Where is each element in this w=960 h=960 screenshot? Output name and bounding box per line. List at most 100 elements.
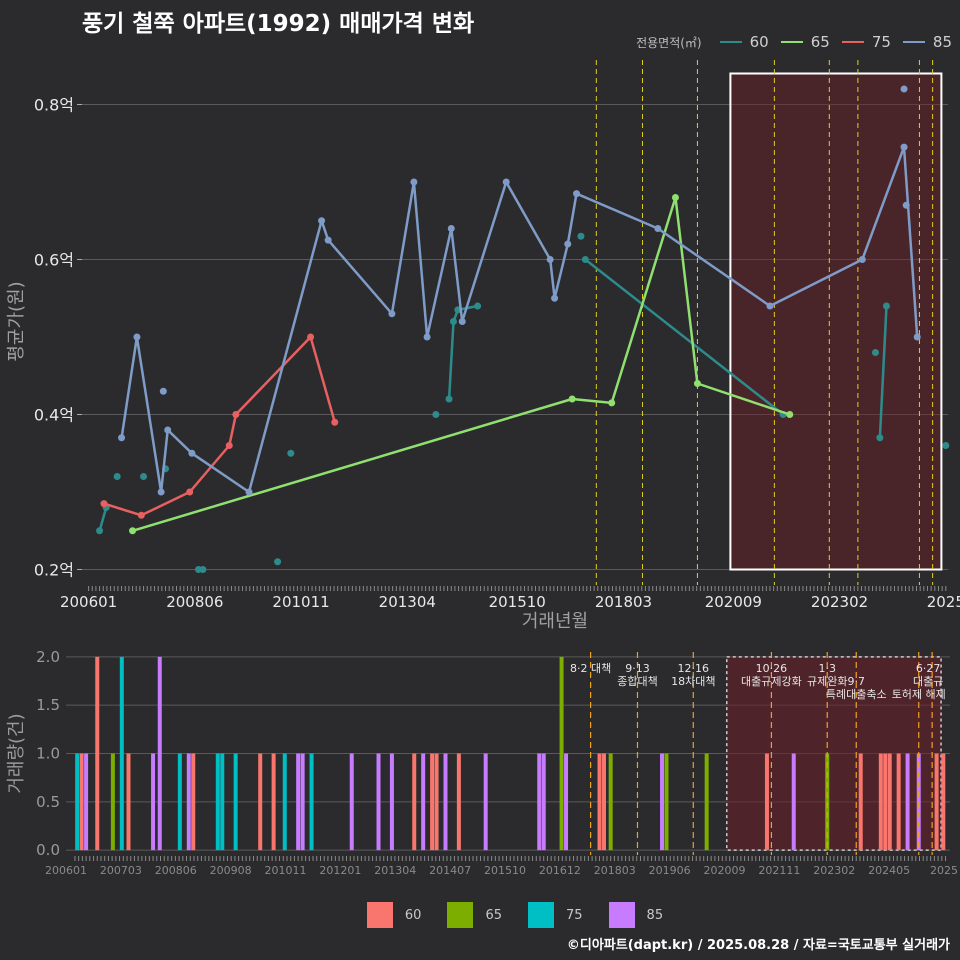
policy-annotation: 9·7 bbox=[847, 675, 865, 688]
bar-85 bbox=[660, 753, 665, 851]
bar-x-tick-label: 202405 bbox=[868, 864, 910, 877]
data-point-85 bbox=[502, 178, 510, 186]
data-point-65 bbox=[568, 395, 576, 403]
policy-annotation: 18차대책 bbox=[671, 675, 715, 688]
legend-top-title: 전용면적(㎡) bbox=[636, 35, 702, 50]
bar-x-tick-label: 201011 bbox=[265, 864, 307, 877]
bar-75 bbox=[282, 753, 287, 851]
data-point-85 bbox=[913, 333, 921, 341]
data-point-85 bbox=[410, 178, 418, 186]
bar-85 bbox=[186, 753, 191, 851]
data-point-65 bbox=[608, 399, 616, 407]
chart-canvas: 0.2억 0.4억 0.6억 0.8억 200601 200806 201011 201304… bbox=[6, 60, 960, 877]
bar-60 bbox=[934, 753, 939, 851]
bar-highlight-box bbox=[726, 656, 942, 851]
data-point-85 bbox=[118, 434, 126, 442]
data-point-85 bbox=[573, 190, 581, 198]
bar-60 bbox=[434, 753, 439, 851]
data-point-60 bbox=[882, 302, 890, 310]
data-point-60 bbox=[274, 558, 282, 566]
bar-60 bbox=[878, 753, 883, 851]
data-point-85 bbox=[388, 310, 396, 318]
bar-x-tick-label: 202009 bbox=[704, 864, 746, 877]
data-point-60 bbox=[140, 473, 148, 480]
series-line-60 bbox=[878, 305, 888, 438]
legend-label: 85 bbox=[932, 33, 952, 51]
bar-85 bbox=[157, 656, 162, 851]
policy-annotation: 대출규제강화 bbox=[741, 675, 802, 688]
bar-65 bbox=[825, 753, 830, 851]
data-point-65 bbox=[786, 411, 794, 418]
bar-x-tick-label: 200601 bbox=[45, 864, 87, 877]
bar-60 bbox=[191, 753, 196, 851]
data-point-85 bbox=[546, 256, 554, 263]
legend-key-icon bbox=[719, 41, 742, 43]
x-tick-label: 202302 bbox=[811, 593, 868, 611]
bar-x-tick-label: 201612 bbox=[539, 864, 581, 877]
policy-annotation: 토허제 해제 bbox=[892, 687, 946, 701]
bar-60 bbox=[858, 753, 863, 851]
bar-85 bbox=[349, 753, 354, 851]
data-point-75 bbox=[137, 511, 145, 519]
bar-85 bbox=[537, 753, 542, 851]
data-point-75 bbox=[331, 418, 339, 426]
series-line-60 bbox=[98, 507, 108, 532]
legend-key-icon bbox=[528, 902, 554, 928]
bar-75 bbox=[177, 753, 182, 851]
bar-x-tick-label: 201407 bbox=[429, 864, 471, 877]
bar-60 bbox=[95, 656, 100, 851]
bar-65 bbox=[704, 753, 709, 851]
data-point-85 bbox=[902, 201, 910, 209]
data-point-75 bbox=[225, 442, 233, 449]
data-point-85 bbox=[159, 387, 167, 395]
data-point-85 bbox=[157, 488, 165, 496]
bar-x-tick-label: 200806 bbox=[155, 864, 197, 877]
bar-y-tick-label: 1.5 bbox=[36, 696, 60, 714]
legend-bottom-item-85: 85 bbox=[608, 902, 664, 928]
data-point-85 bbox=[900, 143, 908, 151]
bar-65 bbox=[110, 753, 115, 851]
bar-60 bbox=[79, 753, 84, 851]
x-tick-label: 200806 bbox=[166, 593, 223, 611]
legend-label: 85 bbox=[646, 907, 664, 923]
data-point-60 bbox=[474, 302, 482, 310]
bar-y-tick-label: 0.5 bbox=[36, 793, 60, 811]
y-tick-label: 0.2억 bbox=[34, 561, 74, 580]
legend-top: 전용면적(㎡) 60 65 75 85 bbox=[0, 30, 952, 54]
data-point-85 bbox=[318, 217, 326, 225]
policy-annotation: 대출규 bbox=[913, 675, 943, 688]
bar-85 bbox=[916, 753, 921, 851]
bar-x-tick-label: 2025 bbox=[930, 864, 958, 877]
policy-annotation: 10·26 bbox=[756, 662, 788, 675]
bar-60 bbox=[456, 753, 461, 851]
legend-key-icon bbox=[366, 902, 393, 928]
data-point-60 bbox=[432, 411, 440, 418]
data-point-85 bbox=[858, 256, 866, 263]
bar-85 bbox=[376, 753, 381, 851]
data-point-60 bbox=[581, 256, 589, 263]
bar-85 bbox=[564, 753, 569, 851]
legend-label: 60 bbox=[749, 33, 769, 51]
bar-75 bbox=[119, 656, 124, 851]
highlight-box bbox=[729, 72, 943, 571]
data-point-85 bbox=[551, 294, 559, 302]
data-point-85 bbox=[447, 225, 455, 232]
data-point-60 bbox=[449, 318, 457, 325]
policy-annotation: 1·3 bbox=[818, 662, 836, 675]
bar-75 bbox=[309, 753, 314, 851]
data-point-60 bbox=[96, 527, 104, 535]
policy-annotation: 6·27 bbox=[916, 662, 941, 675]
legend-top-item-85: 85 bbox=[902, 33, 952, 51]
bar-75 bbox=[215, 753, 220, 851]
bar-60 bbox=[258, 753, 263, 851]
data-point-60 bbox=[871, 349, 879, 356]
legend-bottom-item-65: 65 bbox=[447, 902, 502, 928]
data-point-65 bbox=[129, 527, 137, 535]
bar-85 bbox=[296, 753, 301, 851]
bar-x-tick-label: 202302 bbox=[813, 864, 855, 877]
x-tick-label: 201011 bbox=[272, 593, 329, 611]
data-point-85 bbox=[564, 240, 572, 248]
data-point-60 bbox=[876, 434, 884, 442]
data-point-85 bbox=[324, 236, 332, 244]
legend-bottom: 60 65 75 85 bbox=[0, 900, 960, 930]
